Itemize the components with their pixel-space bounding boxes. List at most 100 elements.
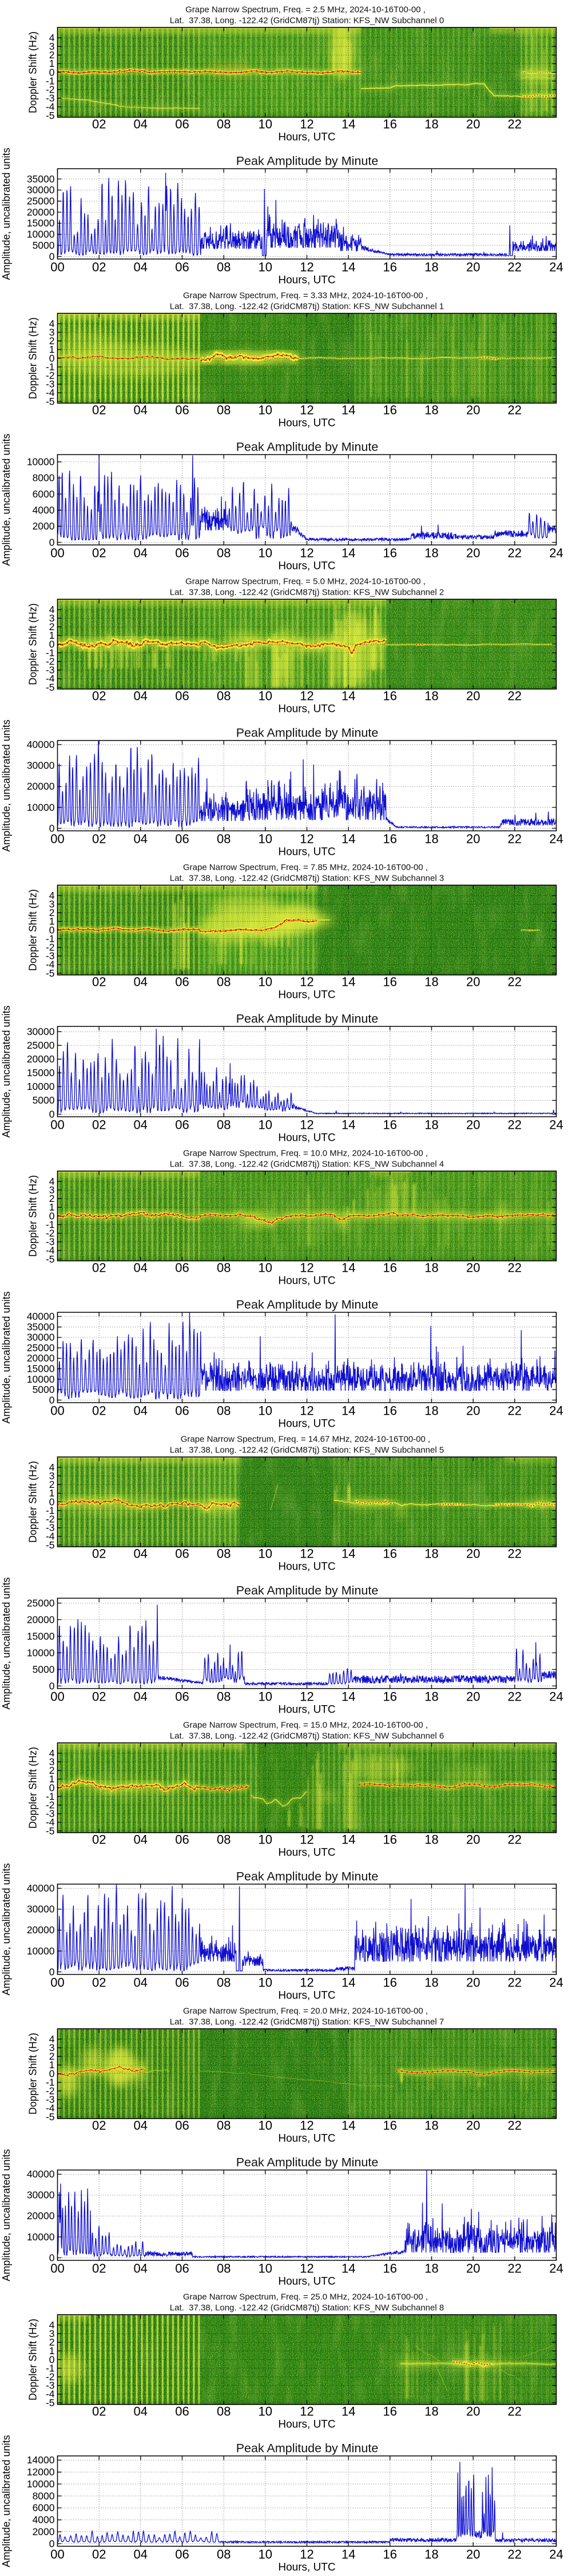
svg-text:2: 2 bbox=[49, 621, 55, 632]
svg-text:25000: 25000 bbox=[27, 1597, 55, 1608]
svg-text:00: 00 bbox=[50, 1976, 64, 1990]
svg-text:Hours, UTC: Hours, UTC bbox=[278, 1704, 335, 1716]
svg-text:Grape Narrow Spectrum, Freq. =: Grape Narrow Spectrum, Freq. = 7.85 MHz,… bbox=[183, 863, 428, 873]
svg-text:Amplitude, uncalibrated units: Amplitude, uncalibrated units bbox=[1, 719, 12, 851]
svg-text:04: 04 bbox=[134, 117, 148, 132]
svg-text:0: 0 bbox=[49, 1782, 55, 1793]
svg-text:Amplitude, uncalibrated units: Amplitude, uncalibrated units bbox=[1, 1005, 12, 1137]
svg-text:Hours, UTC: Hours, UTC bbox=[278, 2562, 335, 2574]
svg-text:6000: 6000 bbox=[33, 488, 55, 500]
svg-text:2: 2 bbox=[49, 1479, 55, 1490]
svg-text:18: 18 bbox=[424, 1547, 438, 1561]
svg-text:04: 04 bbox=[134, 260, 148, 274]
svg-text:0: 0 bbox=[49, 352, 55, 364]
svg-text:18: 18 bbox=[424, 2547, 438, 2562]
svg-text:4: 4 bbox=[49, 2319, 55, 2331]
svg-text:08: 08 bbox=[217, 832, 231, 846]
svg-text:Hours, UTC: Hours, UTC bbox=[278, 274, 335, 286]
svg-text:-2: -2 bbox=[46, 2371, 55, 2383]
svg-text:10: 10 bbox=[259, 1261, 272, 1275]
svg-text:1: 1 bbox=[49, 1773, 55, 1785]
svg-text:16: 16 bbox=[383, 1976, 397, 1990]
svg-text:4: 4 bbox=[49, 1747, 55, 1759]
svg-text:3: 3 bbox=[49, 898, 55, 910]
svg-text:2000: 2000 bbox=[33, 520, 55, 532]
svg-text:0: 0 bbox=[49, 2354, 55, 2365]
svg-text:08: 08 bbox=[217, 1976, 231, 1990]
svg-text:12: 12 bbox=[300, 1261, 313, 1275]
svg-text:20000: 20000 bbox=[27, 2210, 55, 2221]
svg-text:10: 10 bbox=[259, 2119, 272, 2133]
svg-text:Hours, UTC: Hours, UTC bbox=[278, 1561, 335, 1573]
svg-text:20: 20 bbox=[466, 2404, 480, 2419]
svg-text:16: 16 bbox=[383, 1118, 397, 1132]
svg-text:18: 18 bbox=[424, 1261, 438, 1275]
svg-text:10000: 10000 bbox=[27, 1081, 55, 1092]
svg-text:20: 20 bbox=[466, 2119, 480, 2133]
svg-text:08: 08 bbox=[217, 1833, 231, 1847]
svg-text:30000: 30000 bbox=[27, 184, 55, 196]
svg-text:18: 18 bbox=[424, 1690, 438, 1704]
svg-text:40000: 40000 bbox=[27, 1882, 55, 1894]
svg-text:20: 20 bbox=[466, 1976, 480, 1990]
svg-text:06: 06 bbox=[175, 832, 189, 846]
svg-text:14: 14 bbox=[341, 1690, 355, 1704]
svg-text:18: 18 bbox=[424, 117, 438, 132]
svg-text:10000: 10000 bbox=[27, 1945, 55, 1957]
svg-text:35000: 35000 bbox=[27, 1321, 55, 1333]
svg-text:20: 20 bbox=[466, 1118, 480, 1132]
svg-text:18: 18 bbox=[424, 260, 438, 274]
svg-text:18: 18 bbox=[424, 403, 438, 417]
svg-text:15000: 15000 bbox=[27, 1630, 55, 1642]
svg-text:12: 12 bbox=[300, 1547, 313, 1561]
svg-text:04: 04 bbox=[134, 1833, 148, 1847]
svg-text:30000: 30000 bbox=[27, 2189, 55, 2201]
svg-text:08: 08 bbox=[217, 260, 231, 274]
svg-text:06: 06 bbox=[175, 1261, 189, 1275]
svg-text:Hours, UTC: Hours, UTC bbox=[278, 989, 335, 1001]
svg-text:-1: -1 bbox=[46, 1504, 55, 1516]
svg-text:10: 10 bbox=[259, 689, 272, 703]
svg-text:12: 12 bbox=[300, 2404, 313, 2419]
svg-text:Lat. 37.38, Long. -122.42 (Gr: Lat. 37.38, Long. -122.42 (GridCM87tj) S… bbox=[170, 1445, 444, 1455]
svg-text:15000: 15000 bbox=[27, 1363, 55, 1375]
svg-text:40000: 40000 bbox=[27, 2168, 55, 2180]
svg-text:-2: -2 bbox=[46, 1514, 55, 1525]
svg-text:14: 14 bbox=[341, 2404, 355, 2419]
svg-text:Lat. 37.38, Long. -122.42 (Gr: Lat. 37.38, Long. -122.42 (GridCM87tj) S… bbox=[170, 587, 444, 597]
svg-text:06: 06 bbox=[175, 2262, 189, 2276]
svg-text:20: 20 bbox=[466, 260, 480, 274]
svg-text:08: 08 bbox=[217, 1690, 231, 1704]
svg-text:06: 06 bbox=[175, 546, 189, 560]
svg-text:0: 0 bbox=[49, 66, 55, 78]
svg-text:20: 20 bbox=[466, 2262, 480, 2276]
svg-text:08: 08 bbox=[217, 546, 231, 560]
svg-text:12: 12 bbox=[300, 1118, 313, 1132]
svg-text:18: 18 bbox=[424, 2262, 438, 2276]
svg-text:-4: -4 bbox=[46, 673, 55, 684]
svg-text:22: 22 bbox=[508, 1547, 522, 1561]
svg-text:Amplitude, uncalibrated units: Amplitude, uncalibrated units bbox=[1, 1291, 12, 1423]
svg-text:12: 12 bbox=[300, 403, 313, 417]
svg-text:1: 1 bbox=[49, 915, 55, 927]
svg-text:3: 3 bbox=[49, 327, 55, 338]
svg-text:-2: -2 bbox=[46, 942, 55, 953]
svg-text:06: 06 bbox=[175, 1404, 189, 1418]
svg-text:5000: 5000 bbox=[33, 1094, 55, 1106]
svg-text:16: 16 bbox=[383, 2547, 397, 2562]
svg-text:14: 14 bbox=[341, 689, 355, 703]
svg-text:10: 10 bbox=[259, 1833, 272, 1847]
svg-text:22: 22 bbox=[508, 403, 522, 417]
svg-text:0: 0 bbox=[49, 638, 55, 650]
svg-text:12: 12 bbox=[300, 832, 313, 846]
svg-text:40000: 40000 bbox=[27, 1311, 55, 1322]
svg-text:4000: 4000 bbox=[33, 504, 55, 516]
svg-text:20: 20 bbox=[466, 2547, 480, 2562]
svg-text:1: 1 bbox=[49, 2345, 55, 2356]
svg-text:Amplitude, uncalibrated units: Amplitude, uncalibrated units bbox=[1, 433, 12, 566]
svg-text:02: 02 bbox=[92, 403, 106, 417]
svg-text:-3: -3 bbox=[46, 1236, 55, 1248]
svg-text:Peak Amplitude by Minute: Peak Amplitude by Minute bbox=[236, 2156, 379, 2169]
svg-text:16: 16 bbox=[383, 975, 397, 989]
svg-text:24: 24 bbox=[549, 260, 563, 274]
